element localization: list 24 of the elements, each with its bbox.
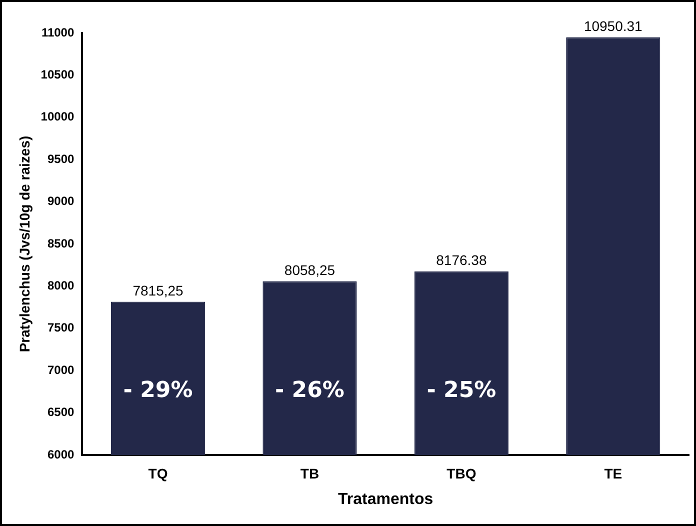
x-tick-label: TQ — [148, 465, 168, 482]
x-tick-label: TE — [604, 465, 622, 482]
annotation: - 25% — [426, 378, 496, 403]
data-label: 8058,25 — [284, 262, 336, 278]
x-tick-label: TBQ — [446, 465, 476, 482]
y-tick-label: 10500 — [40, 68, 74, 82]
y-tick-label: 6000 — [47, 447, 74, 462]
y-axis-title: Pratylenchus (Jvs/10g de raizes) — [16, 136, 32, 352]
x-axis-title: Tratamentos — [338, 490, 434, 508]
annotation: - 29% — [123, 378, 193, 403]
y-tick-label: 6500 — [47, 405, 74, 420]
data-label: 8176.38 — [436, 252, 487, 268]
y-tick-label: 7000 — [47, 362, 74, 377]
y-tick-label: 9500 — [47, 152, 74, 166]
y-tick-label: 11000 — [41, 25, 74, 40]
y-tick-label: 7500 — [47, 320, 74, 335]
y-tick-label: 9000 — [47, 194, 74, 208]
data-label: 7815,25 — [132, 282, 184, 299]
data-label: 10950.31 — [584, 18, 643, 34]
y-tick-label: 8500 — [47, 236, 74, 250]
y-tick-label: 8000 — [47, 278, 74, 293]
y-tick-label: 10000 — [40, 110, 74, 124]
annotation: - 26% — [275, 378, 344, 403]
x-tick-label: TB — [300, 465, 320, 482]
